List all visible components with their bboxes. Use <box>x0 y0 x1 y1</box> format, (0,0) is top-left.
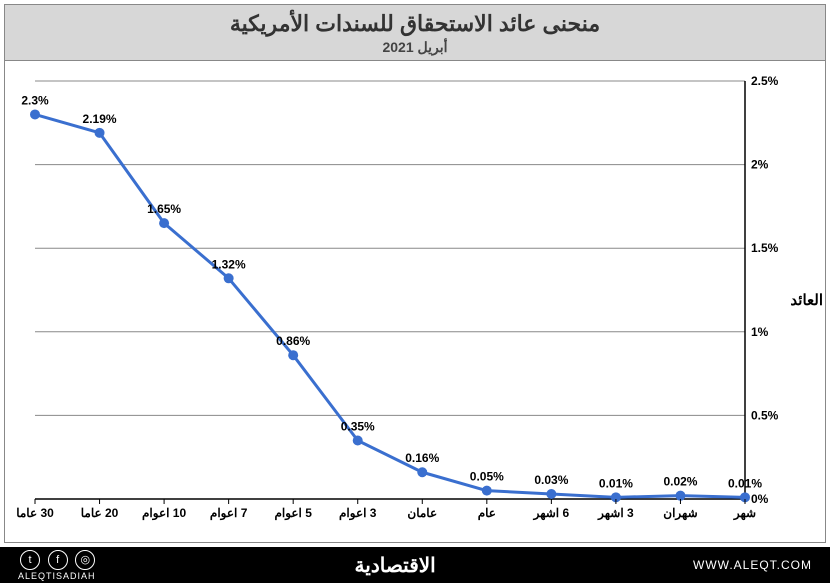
svg-text:3 اعوام: 3 اعوام <box>339 506 377 521</box>
svg-text:0.03%: 0.03% <box>534 473 568 487</box>
chart-area: العائد 0% 0.5% 1% 1.5% 2% 2.5% 0.01% شهر 0.02% شه… <box>5 61 825 538</box>
chart-frame: منحنى عائد الاستحقاق للسندات الأمريكية أ… <box>4 4 826 543</box>
svg-text:شهران: شهران <box>663 506 697 521</box>
footer-brand: الاقتصادية <box>355 553 436 578</box>
svg-text:5 اعوام: 5 اعوام <box>274 506 312 521</box>
svg-text:1.5%: 1.5% <box>751 241 779 255</box>
chart-subtitle: أبريل 2021 <box>5 39 825 56</box>
svg-text:0.16%: 0.16% <box>405 451 439 465</box>
svg-text:10 اعوام: 10 اعوام <box>142 506 186 521</box>
svg-text:2.5%: 2.5% <box>751 74 779 88</box>
svg-text:0.05%: 0.05% <box>470 470 504 484</box>
facebook-icon: f <box>48 550 68 570</box>
svg-text:0%: 0% <box>751 492 769 506</box>
svg-text:1%: 1% <box>751 325 769 339</box>
title-block: منحنى عائد الاستحقاق للسندات الأمريكية أ… <box>5 5 825 61</box>
svg-text:شهر: شهر <box>733 506 756 521</box>
svg-text:2%: 2% <box>751 158 769 172</box>
svg-text:عام: عام <box>478 506 496 521</box>
footer-bar: ◎ f t ALEQTISADIAH الاقتصادية WWW.ALEQT.… <box>0 547 830 583</box>
svg-text:3 اشهر: 3 اشهر <box>597 506 634 521</box>
svg-text:6 اشهر: 6 اشهر <box>533 506 570 521</box>
site-alt: ALEQTISADIAH <box>18 571 97 581</box>
svg-text:0.01%: 0.01% <box>728 476 762 490</box>
svg-text:20 عاما: 20 عاما <box>81 506 119 520</box>
svg-text:0.86%: 0.86% <box>276 334 310 348</box>
twitter-icon: t <box>20 550 40 570</box>
svg-text:1.65%: 1.65% <box>147 202 181 216</box>
yield-curve-chart: 0% 0.5% 1% 1.5% 2% 2.5% 0.01% شهر 0.02% شهران 0.01… <box>5 61 825 539</box>
svg-text:2.19%: 2.19% <box>83 112 117 126</box>
footer-site: WWW.ALEQT.COM <box>693 558 812 572</box>
chart-title: منحنى عائد الاستحقاق للسندات الأمريكية <box>5 11 825 37</box>
svg-text:2.3%: 2.3% <box>21 93 49 107</box>
svg-text:عامان: عامان <box>407 506 437 520</box>
svg-text:0.5%: 0.5% <box>751 408 779 422</box>
svg-text:0.02%: 0.02% <box>663 475 697 489</box>
svg-text:30 عاما: 30 عاما <box>16 506 54 520</box>
svg-text:0.01%: 0.01% <box>599 476 633 490</box>
instagram-icon: ◎ <box>75 550 95 570</box>
svg-text:7 اعوام: 7 اعوام <box>210 506 248 521</box>
svg-text:0.35%: 0.35% <box>341 419 375 433</box>
y-axis-label: العائد <box>790 291 823 309</box>
social-icons: ◎ f t ALEQTISADIAH <box>18 550 97 581</box>
svg-text:1.32%: 1.32% <box>212 257 246 271</box>
